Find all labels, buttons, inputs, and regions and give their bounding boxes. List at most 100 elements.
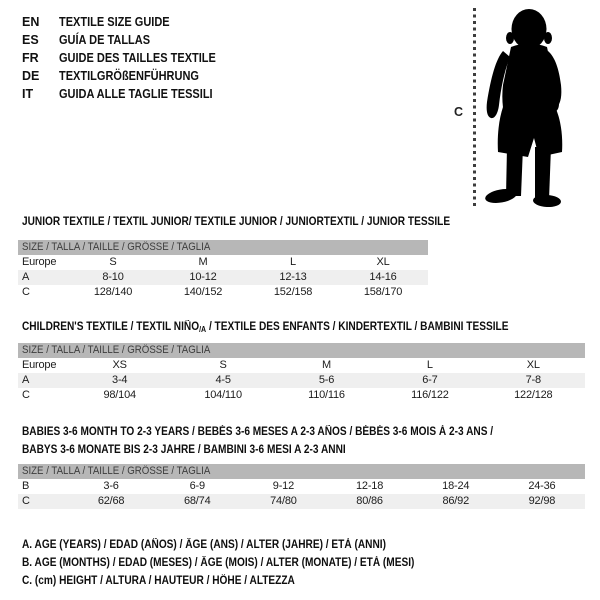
legend-note-a-text: A. AGE (YEARS) / EDAD (AÑOS) / ÂGE (ANS)… xyxy=(22,539,386,551)
legend-notes: A. AGE (YEARS) / EDAD (AÑOS) / ÂGE (ANS)… xyxy=(22,536,468,590)
language-row-it: IT GUIDA ALLE TAGLIE TESSILI xyxy=(22,85,237,103)
age-value: 9-12 xyxy=(272,480,295,492)
size-header-label: SIZE / TALLA / TAILLE / GRÖSSE / TAGLIA xyxy=(22,241,211,253)
height-value: 68/74 xyxy=(183,495,211,507)
size-value: S xyxy=(219,359,227,371)
height-value: 74/80 xyxy=(270,495,297,507)
size-value: XL xyxy=(376,256,390,268)
size-value: XL xyxy=(526,359,540,371)
age-value: 18-24 xyxy=(442,480,470,492)
size-value: L xyxy=(426,359,433,371)
row-label: C xyxy=(22,495,30,507)
age-value: 12-18 xyxy=(356,480,384,492)
language-code: ES xyxy=(22,33,39,47)
legend-note-b: B. AGE (MONTHS) / EDAD (MESES) / ÂGE (MO… xyxy=(22,554,468,572)
language-row-fr: FR GUIDE DES TAILLES TEXTILE xyxy=(22,49,237,67)
row-label: A xyxy=(22,374,30,386)
row-label: A xyxy=(22,271,30,283)
height-value: 80/86 xyxy=(356,495,383,507)
children-section-title: CHILDREN'S TEXTILE / TEXTIL NIÑO/A / TEX… xyxy=(22,319,575,339)
row-label: C xyxy=(22,286,30,298)
age-value: 10-12 xyxy=(189,271,217,283)
height-value: 140/152 xyxy=(183,286,223,298)
age-value: 24-36 xyxy=(528,480,556,492)
age-value: 6-9 xyxy=(189,480,206,492)
height-value: 122/128 xyxy=(514,389,553,401)
table-row-height: C 62/68 68/74 74/80 80/86 86/92 92/98 xyxy=(18,494,585,509)
row-label: Europe xyxy=(22,256,57,268)
size-value: M xyxy=(322,359,331,371)
children-size-table: SIZE / TALLA / TAILLE / GRÖSSE / TAGLIA … xyxy=(18,343,585,403)
guide-title: GUIDA ALLE TAGLIE TESSILI xyxy=(59,87,213,101)
legend-note-a: A. AGE (YEARS) / EDAD (AÑOS) / ÂGE (ANS)… xyxy=(22,536,468,554)
language-code: EN xyxy=(22,15,40,29)
size-value: L xyxy=(290,256,296,268)
height-value: 128/140 xyxy=(93,286,133,298)
age-value: 3-6 xyxy=(103,480,119,492)
height-value: 158/170 xyxy=(363,286,403,298)
babies-section-title: BABIES 3-6 MONTH TO 2-3 YEARS / BEBÉS 3-… xyxy=(22,424,557,459)
junior-size-table: SIZE / TALLA / TAILLE / GRÖSSE / TAGLIA … xyxy=(18,240,428,300)
height-value: 86/92 xyxy=(442,495,469,507)
legend-note-c: C. (cm) HEIGHT / ALTURA / HAUTEUR / HÖHE… xyxy=(22,572,468,590)
age-value: 3-4 xyxy=(112,374,128,386)
table-row-height: C 128/140 140/152 152/158 158/170 xyxy=(18,285,428,300)
size-value: XS xyxy=(112,359,127,371)
height-value: 116/122 xyxy=(411,389,449,401)
junior-section-title: JUNIOR TEXTILE / TEXTIL JUNIOR/ TEXTILE … xyxy=(22,214,508,232)
babies-section-title-line1: BABIES 3-6 MONTH TO 2-3 YEARS / BEBÉS 3-… xyxy=(22,426,494,438)
table-row-europe: Europe XS S M L XL xyxy=(18,358,585,373)
age-value: 8-10 xyxy=(102,271,124,283)
table-row-age-months: B 3-6 6-9 9-12 12-18 18-24 24-36 xyxy=(18,479,585,494)
children-title-pre: CHILDREN'S TEXTILE / TEXTIL NIÑO xyxy=(22,321,200,333)
age-value: 5-6 xyxy=(318,374,335,386)
size-header-label: SIZE / TALLA / TAILLE / GRÖSSE / TAGLIA xyxy=(22,465,211,477)
row-label: B xyxy=(22,480,30,492)
junior-section-title-text: JUNIOR TEXTILE / TEXTIL JUNIOR/ TEXTILE … xyxy=(22,216,451,228)
guide-title: GUÍA DE TALLAS xyxy=(59,33,151,47)
size-header-bar: SIZE / TALLA / TAILLE / GRÖSSE / TAGLIA xyxy=(18,464,585,479)
children-title-post: / TEXTILE DES ENFANTS / KINDERTEXTIL / B… xyxy=(206,321,509,333)
row-label: C xyxy=(22,389,30,401)
legend-note-b-text: B. AGE (MONTHS) / EDAD (MESES) / ÂGE (MO… xyxy=(22,557,415,569)
language-row-de: DE TEXTILGRÖßENFÜHRUNG xyxy=(22,67,237,85)
language-title-list: EN TEXTILE SIZE GUIDE ES GUÍA DE TALLAS … xyxy=(22,13,237,103)
children-section-title-text: CHILDREN'S TEXTILE / TEXTIL NIÑO/A / TEX… xyxy=(22,319,508,339)
height-value: 62/68 xyxy=(97,495,125,507)
children-title-sub: /A xyxy=(199,325,207,334)
height-value: 104/110 xyxy=(204,389,242,401)
age-value: 6-7 xyxy=(422,374,438,386)
legend-note-c-text: C. (cm) HEIGHT / ALTURA / HAUTEUR / HÖHE… xyxy=(22,575,295,587)
height-measure-dashed-line xyxy=(473,8,476,207)
height-value: 110/116 xyxy=(308,389,345,401)
language-row-es: ES GUÍA DE TALLAS xyxy=(22,31,237,49)
table-row-age: A 8-10 10-12 12-13 14-16 xyxy=(18,270,428,285)
babies-section-title-line2: BABYS 3-6 MONATE BIS 2-3 JAHRE / BAMBINI… xyxy=(22,443,346,456)
table-row-age: A 3-4 4-5 5-6 6-7 7-8 xyxy=(18,373,585,388)
guide-title: TEXTILGRÖßENFÜHRUNG xyxy=(59,69,199,83)
age-value: 14-16 xyxy=(369,271,397,283)
size-header-bar: SIZE / TALLA / TAILLE / GRÖSSE / TAGLIA xyxy=(18,240,428,255)
language-code: DE xyxy=(22,69,40,83)
language-code: FR xyxy=(22,51,39,65)
guide-title: GUIDE DES TAILLES TEXTILE xyxy=(59,51,216,65)
height-value: 98/104 xyxy=(103,389,136,401)
guide-title: TEXTILE SIZE GUIDE xyxy=(59,15,170,29)
babies-size-table: SIZE / TALLA / TAILLE / GRÖSSE / TAGLIA … xyxy=(18,464,585,509)
baby-silhouette-icon xyxy=(485,9,563,208)
age-value: 4-5 xyxy=(215,374,231,386)
age-value: 7-8 xyxy=(525,374,542,386)
height-value: 92/98 xyxy=(528,495,556,507)
size-header-label: SIZE / TALLA / TAILLE / GRÖSSE / TAGLIA xyxy=(22,344,211,356)
language-code: IT xyxy=(22,87,34,101)
size-value: M xyxy=(198,256,208,268)
size-value: S xyxy=(109,256,117,268)
table-row-height: C 98/104 104/110 110/116 116/122 122/128 xyxy=(18,388,585,403)
height-measure-label: C xyxy=(454,105,464,119)
size-header-bar: SIZE / TALLA / TAILLE / GRÖSSE / TAGLIA xyxy=(18,343,585,358)
age-value: 12-13 xyxy=(279,271,307,283)
height-value: 152/158 xyxy=(273,286,313,298)
table-row-europe: Europe S M L XL xyxy=(18,255,428,270)
row-label: Europe xyxy=(22,359,57,371)
